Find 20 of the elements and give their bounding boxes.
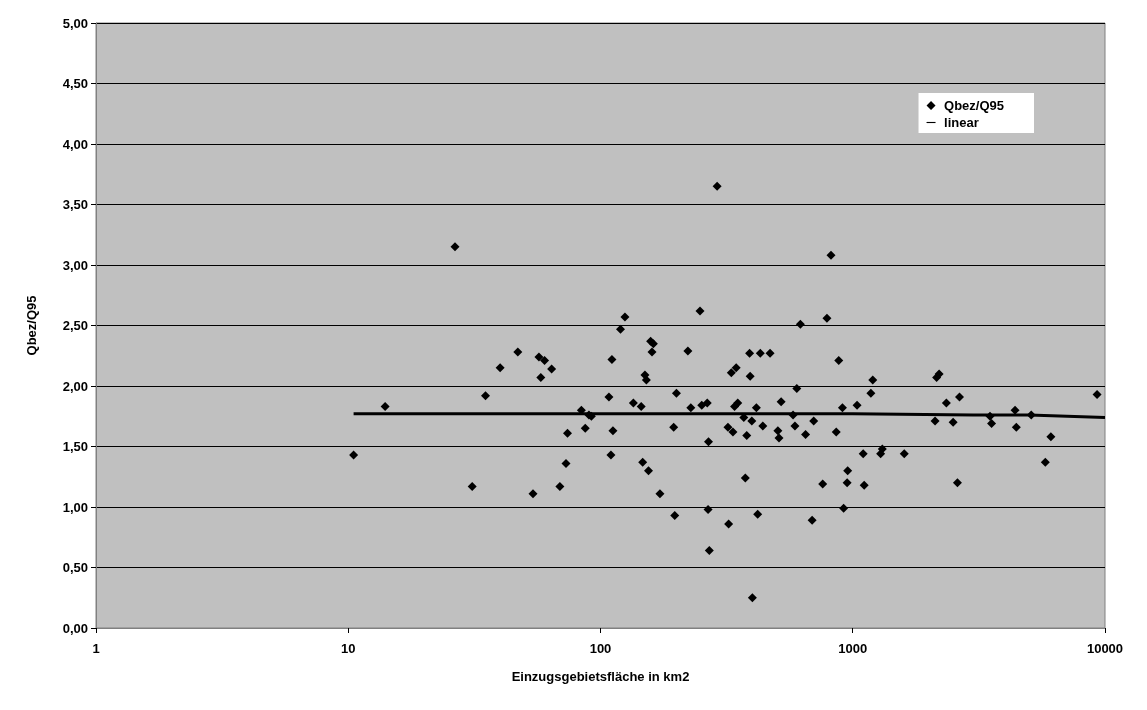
x-tick-label: 1 [92, 641, 100, 656]
y-tick-label: 1,50 [62, 439, 88, 454]
x-tick-label: 1000 [838, 641, 868, 656]
x-tick-label: 10000 [1086, 641, 1124, 656]
x-tick-label: 10 [341, 641, 356, 656]
y-tick-label: 2,00 [62, 378, 88, 394]
y-tick-label: 0,50 [62, 560, 88, 575]
legend-label: Qbez/Q95 [944, 98, 1004, 113]
y-tick-label: 1,00 [62, 499, 88, 515]
y-tick-label: 4,50 [62, 76, 88, 91]
y-tick-label: 2,50 [62, 318, 88, 333]
y-axis-title: Qbez/Q95 [24, 295, 39, 356]
x-axis-title: Einzugsgebietsfläche in km2 [511, 669, 690, 684]
x-tick-label: 100 [589, 641, 612, 656]
legend-label: linear [944, 115, 979, 130]
y-tick-label: 3,00 [62, 257, 88, 273]
y-tick-label: 5,00 [62, 15, 88, 31]
y-tick-label: 0,00 [62, 620, 88, 636]
y-tick-label: 4,00 [62, 136, 88, 152]
y-tick-label: 3,50 [62, 197, 88, 212]
